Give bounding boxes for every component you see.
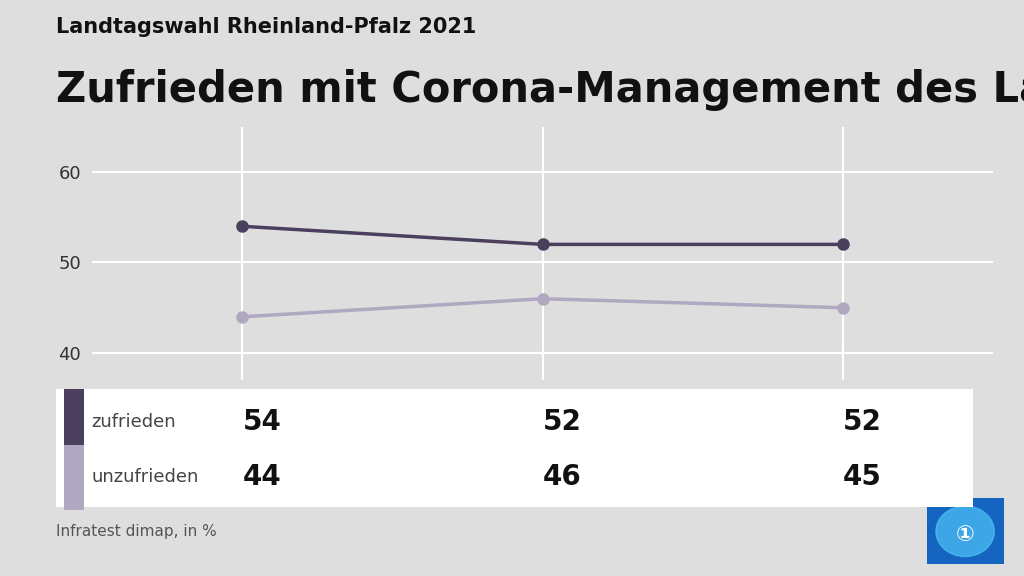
- Text: Zufrieden mit Corona-Management des Landes: Zufrieden mit Corona-Management des Land…: [56, 69, 1024, 111]
- Text: 46: 46: [543, 463, 582, 491]
- Text: 52: 52: [543, 408, 582, 436]
- Text: 52: 52: [843, 408, 882, 436]
- FancyBboxPatch shape: [63, 389, 84, 454]
- Text: 44: 44: [243, 463, 282, 491]
- Text: zufrieden: zufrieden: [91, 413, 176, 431]
- Text: Landtagswahl Rheinland-Pfalz 2021: Landtagswahl Rheinland-Pfalz 2021: [56, 17, 477, 37]
- Text: ①: ①: [955, 525, 975, 545]
- Text: 54: 54: [243, 408, 282, 436]
- Circle shape: [936, 506, 994, 556]
- Text: 45: 45: [843, 463, 882, 491]
- Text: unzufrieden: unzufrieden: [91, 468, 199, 486]
- FancyBboxPatch shape: [923, 495, 1008, 568]
- FancyBboxPatch shape: [63, 445, 84, 510]
- Text: Infratest dimap, in %: Infratest dimap, in %: [56, 524, 217, 539]
